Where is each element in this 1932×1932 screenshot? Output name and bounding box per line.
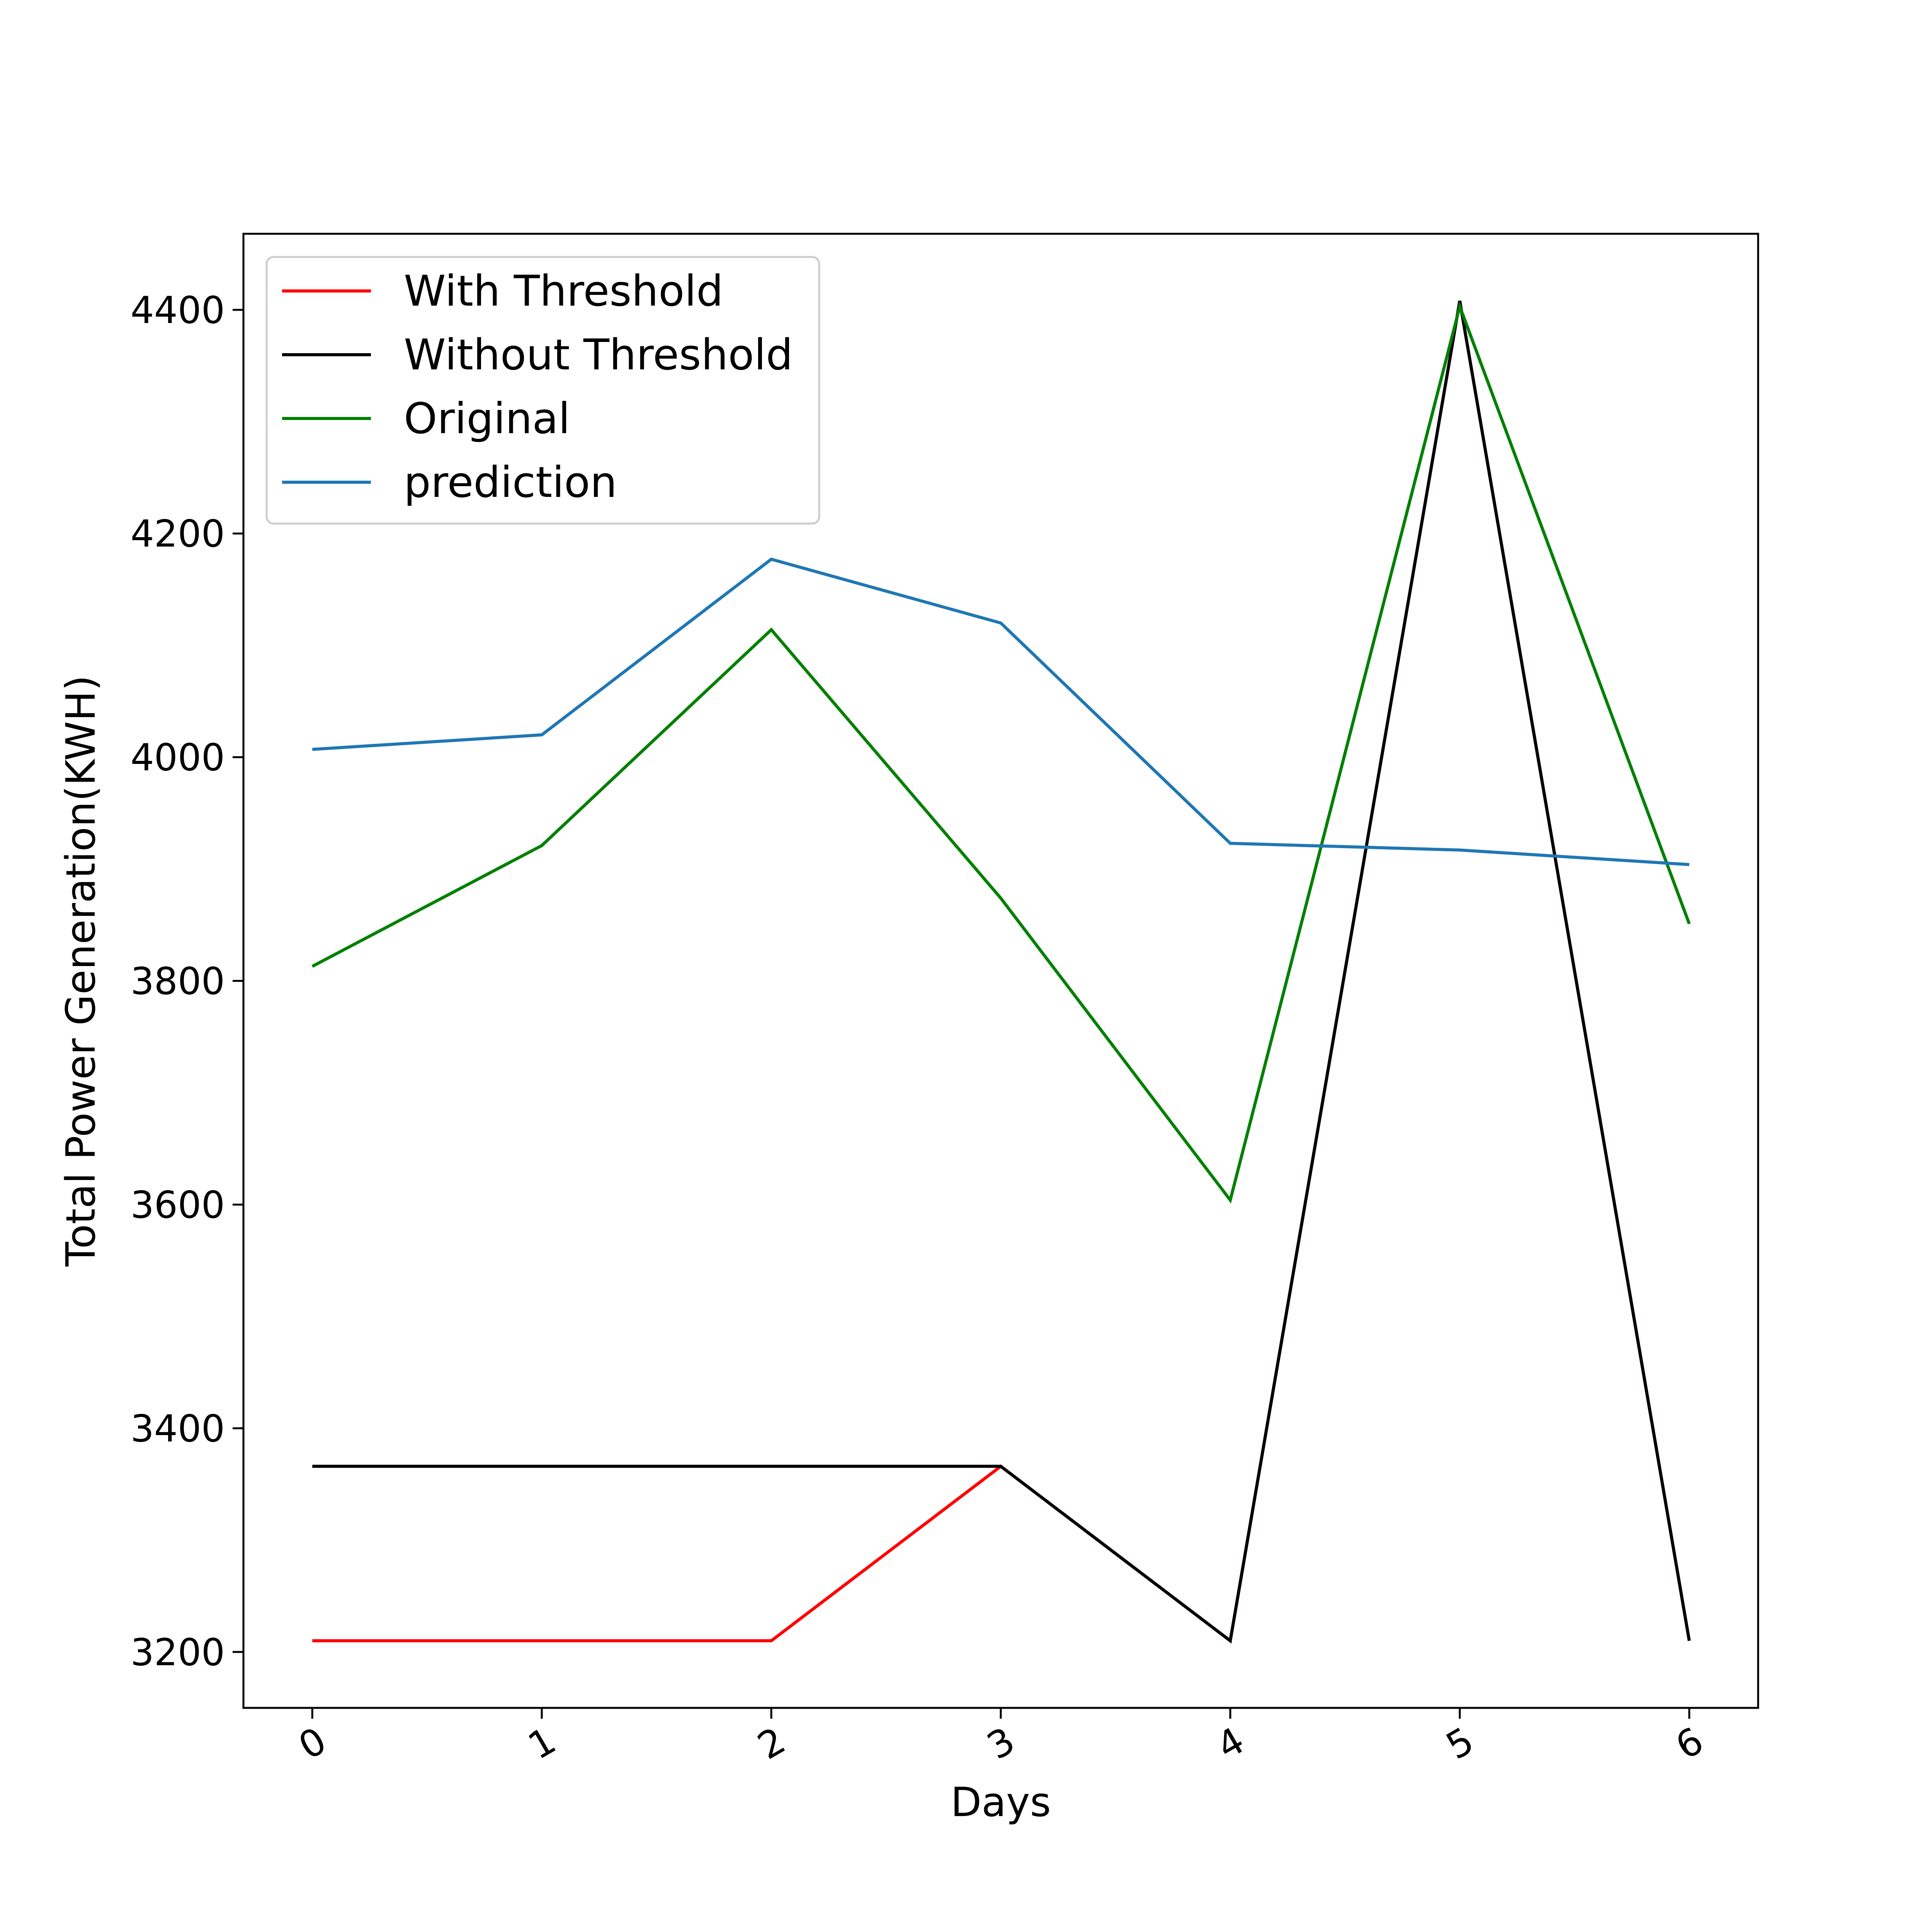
y-tick-label: 3400: [131, 1407, 225, 1450]
y-tick-label: 3800: [131, 960, 225, 1003]
x-axis-label: Days: [951, 1779, 1051, 1826]
legend-box: [265, 256, 820, 525]
y-tick-label: 4400: [131, 289, 225, 332]
legend-label-1: Without Threshold: [404, 330, 793, 379]
y-axis: 3200 3400 3600 3800 4000 4200 4400: [131, 289, 243, 1674]
series-layer: [311, 301, 1691, 1644]
series-line-3: [312, 557, 1690, 866]
y-tick-label: 3600: [131, 1183, 225, 1226]
legend: With Threshold Without Threshold Original p…: [265, 256, 820, 525]
legend-label-0: With Threshold: [404, 266, 723, 316]
y-axis-label: Total Power Generation(KWH): [57, 675, 104, 1267]
series-line-2: [311, 301, 1691, 1204]
legend-label-2: Original: [404, 394, 570, 443]
series-line-1: [312, 301, 1691, 1644]
y-tick-label: 4200: [131, 512, 225, 556]
y-tick-label: 3200: [131, 1631, 225, 1674]
y-tick-label: 4000: [131, 736, 225, 779]
legend-label-3: prediction: [404, 457, 617, 507]
